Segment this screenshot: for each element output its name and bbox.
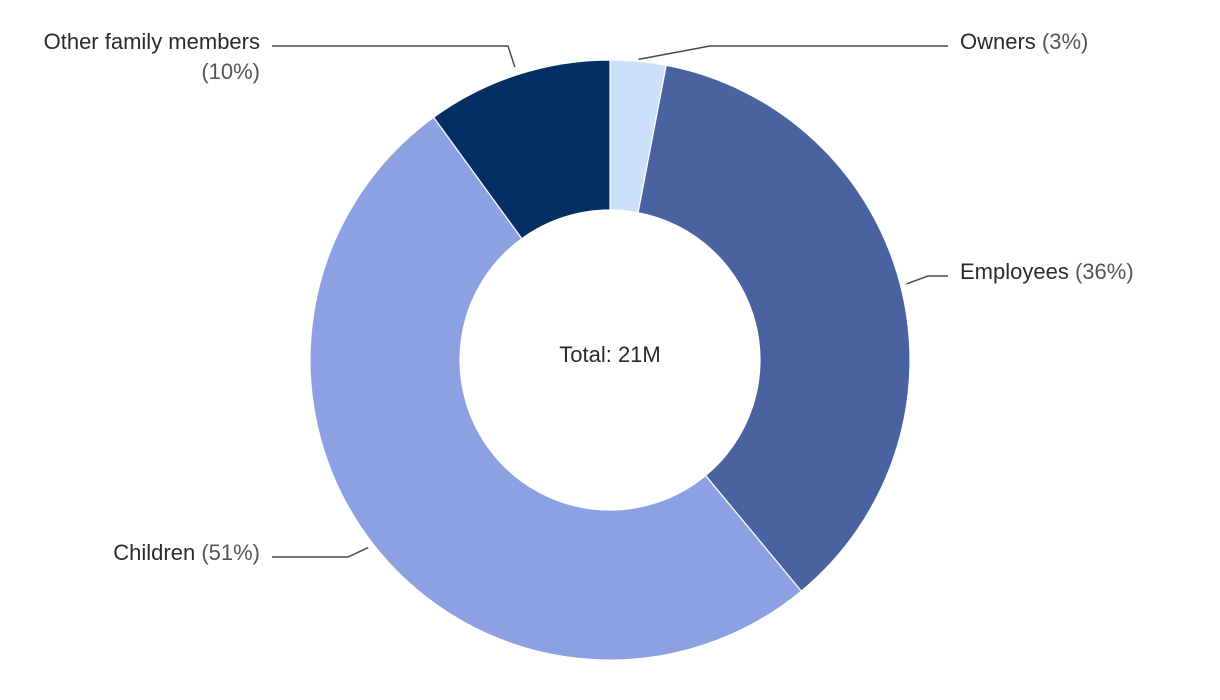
slice-name-other-family: Other family members (43, 29, 260, 54)
slice-other-family-members (432, 59, 611, 240)
slice-name-owners: Owners (960, 29, 1036, 54)
slice-pct-owners: (3%) (1041, 29, 1089, 54)
slice-children (309, 116, 803, 661)
slice-pct-other-family: (10%) (201, 59, 260, 84)
leader-line-owners (638, 45, 948, 61)
slice-name-employees: Employees (960, 259, 1069, 284)
leader-lines-group (272, 45, 948, 558)
leader-line-children (272, 546, 369, 558)
slice-name-children: Children (113, 540, 196, 565)
center-total-label: Total: 21M (559, 342, 661, 367)
slice-pct-children: (51%) (201, 540, 260, 565)
leader-line-employees (906, 275, 948, 285)
slice-label-other-family: Other family members (10%) (20, 27, 260, 87)
slice-label-employees: Employees (36%) (960, 257, 1134, 287)
slice-employees (637, 64, 911, 592)
slice-pct-employees: (36%) (1074, 259, 1134, 284)
slice-label-owners: Owners (3%) (960, 27, 1088, 57)
slices-group (309, 59, 911, 661)
leader-line-other-family-members (272, 45, 516, 68)
slice-label-children: Children (51%) (113, 538, 260, 568)
